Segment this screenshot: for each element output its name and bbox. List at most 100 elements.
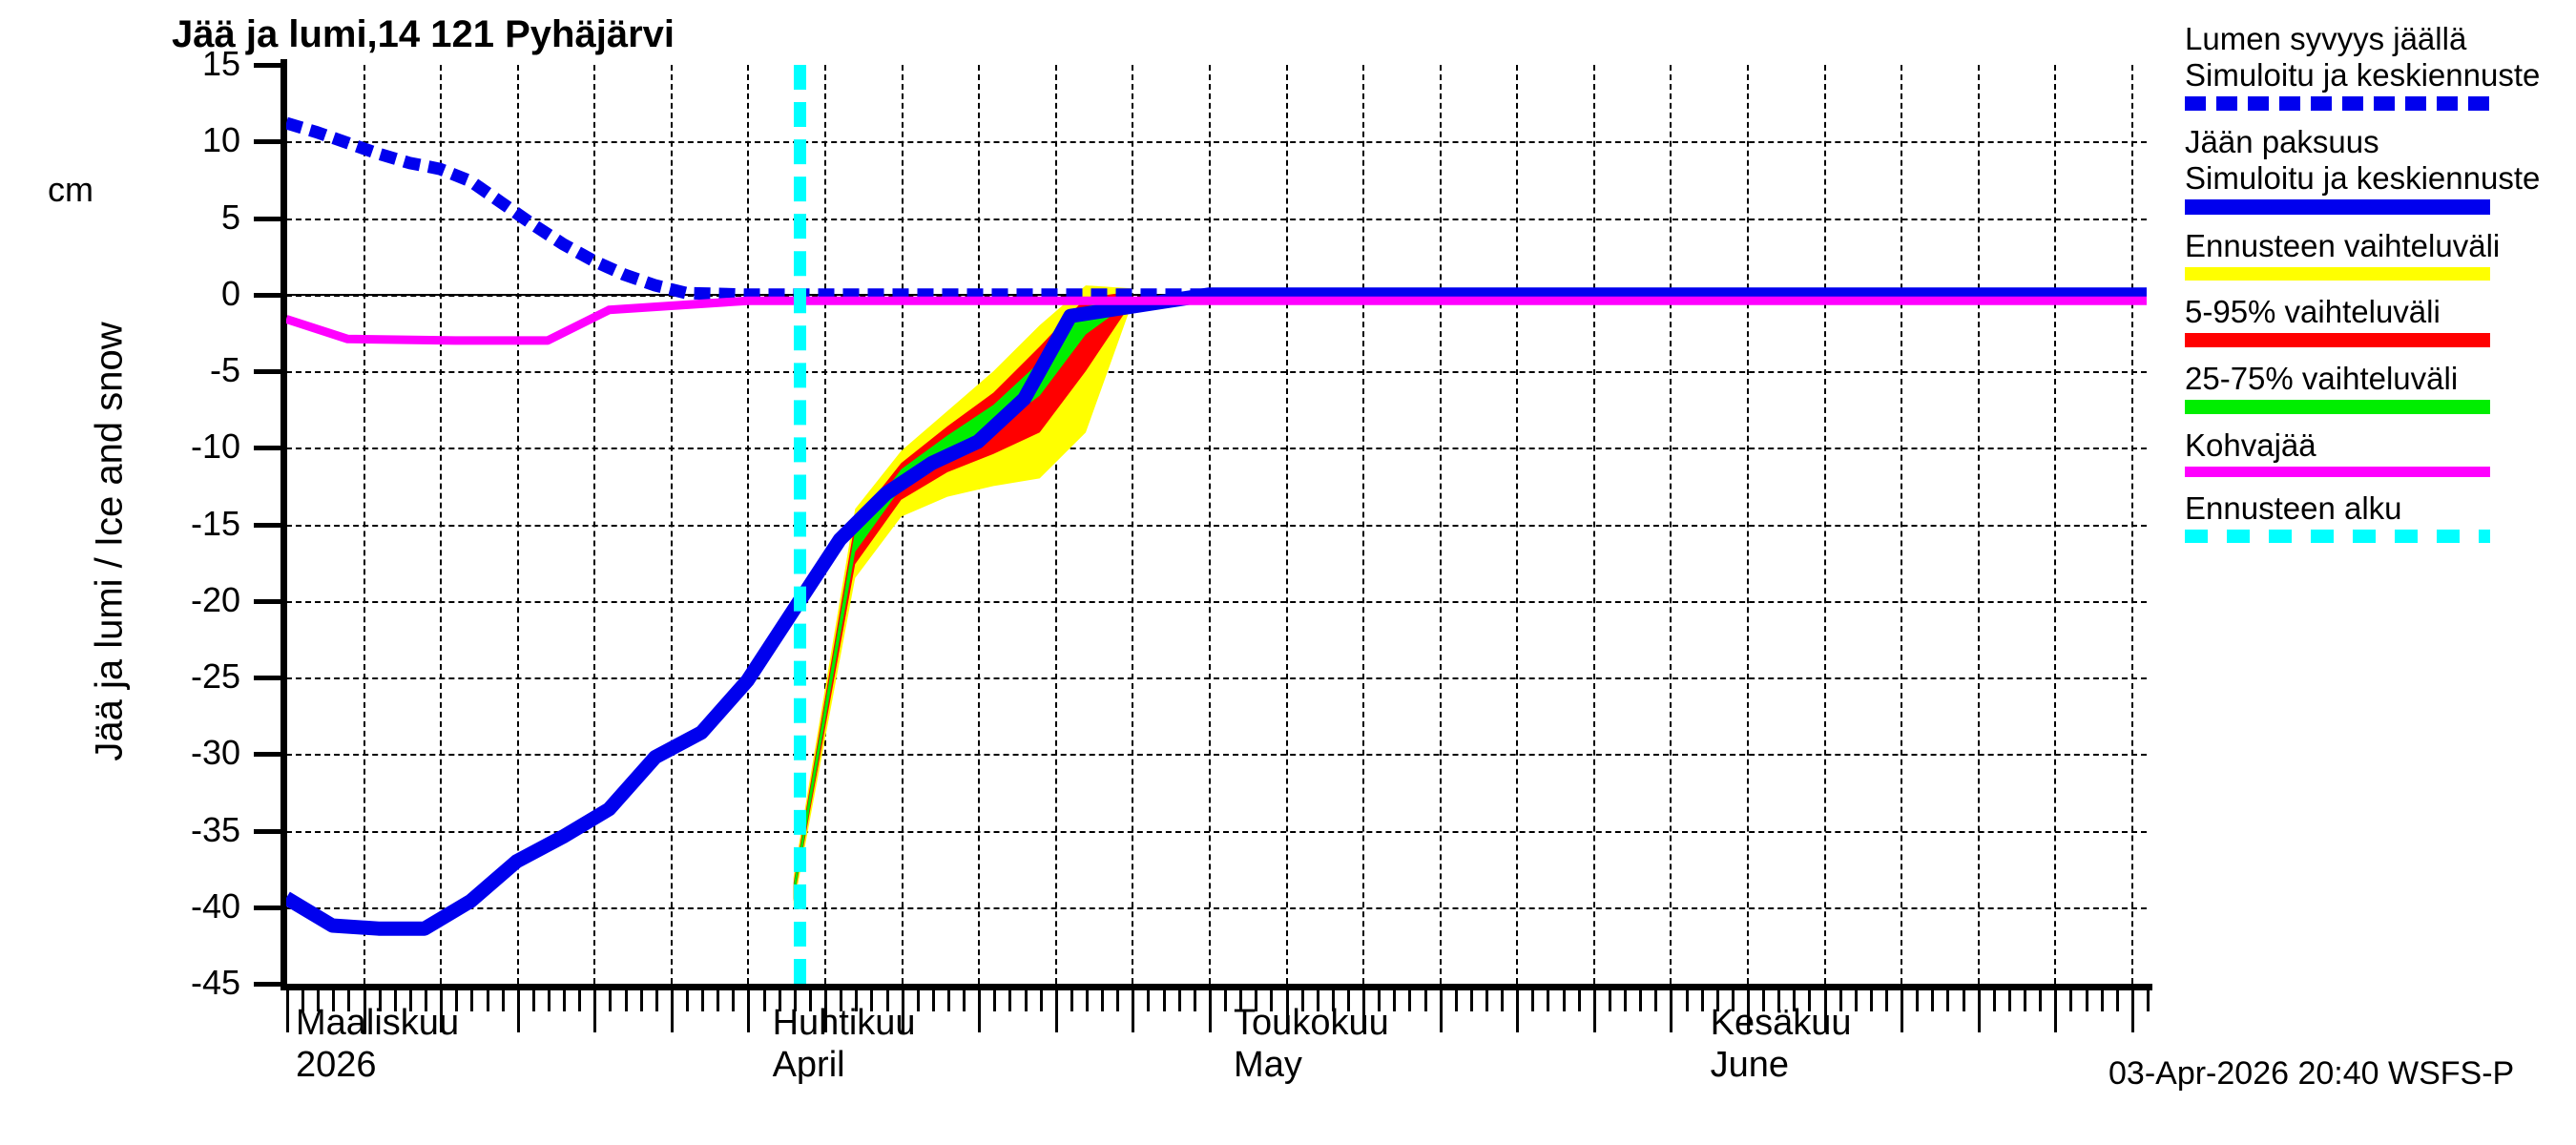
gridline-vertical	[670, 65, 673, 984]
x-axis-minor-tick	[840, 990, 843, 1011]
legend-entry[interactable]: Jään paksuus Simuloitu ja keskiennuste	[2185, 124, 2566, 215]
y-axis-tick	[254, 139, 286, 145]
x-axis-minor-tick	[1916, 990, 1920, 1011]
x-axis-major-tick	[1901, 990, 1904, 1032]
uncertainty-band	[793, 291, 1132, 902]
x-axis-minor-tick	[470, 990, 474, 1011]
x-axis-minor-tick	[332, 990, 336, 1011]
x-axis-minor-tick	[455, 990, 459, 1011]
x-axis-major-tick	[1208, 990, 1212, 1032]
y-axis-tick-label: 5	[220, 197, 240, 237]
x-axis-month-label: Toukokuu May	[1234, 1002, 1389, 1086]
legend-entry[interactable]: Lumen syvyys jäällä Simuloitu ja keskienn…	[2185, 21, 2566, 111]
x-axis-minor-tick	[1378, 990, 1381, 1011]
x-axis-minor-tick	[1116, 990, 1120, 1011]
legend-swatch	[2185, 467, 2490, 477]
x-axis-minor-tick	[993, 990, 997, 1011]
uncertainty-band	[793, 285, 1132, 907]
x-axis-minor-tick	[1070, 990, 1073, 1011]
x-axis-major-tick	[593, 990, 597, 1032]
y-axis-unit: cm	[48, 170, 93, 209]
gridline-vertical	[1362, 65, 1365, 984]
legend-entry[interactable]: Ennusteen alku	[2185, 490, 2566, 543]
y-axis-tick	[254, 522, 286, 528]
x-axis-major-tick	[286, 990, 289, 1032]
y-axis-tick	[254, 446, 286, 451]
x-axis-minor-tick	[1024, 990, 1028, 1011]
x-axis-minor-tick	[1839, 990, 1842, 1011]
x-axis-minor-tick	[1700, 990, 1704, 1011]
x-axis-minor-tick	[1039, 990, 1043, 1011]
x-axis-minor-tick	[1547, 990, 1550, 1011]
gridline-horizontal	[286, 524, 2147, 527]
gridline-vertical	[1054, 65, 1057, 984]
x-axis-minor-tick	[347, 990, 351, 1011]
x-axis-minor-tick	[1101, 990, 1105, 1011]
x-axis-minor-tick	[654, 990, 658, 1011]
gridline-horizontal	[286, 906, 2147, 909]
x-axis-minor-tick	[1931, 990, 1935, 1011]
x-axis-minor-tick	[1086, 990, 1090, 1011]
x-axis-minor-tick	[425, 990, 428, 1011]
y-axis-tick	[254, 828, 286, 834]
x-axis-minor-tick	[1962, 990, 1965, 1011]
legend-entry[interactable]: Ennusteen vaihteluväli	[2185, 228, 2566, 281]
x-axis-month-label: Huhtikuu April	[773, 1002, 916, 1086]
legend-label: 25-75% vaihteluväli	[2185, 361, 2459, 396]
x-axis-minor-tick	[916, 990, 920, 1011]
x-axis-minor-tick	[2085, 990, 2088, 1011]
y-axis-tick-label: 15	[201, 44, 240, 83]
gridline-vertical	[1516, 65, 1519, 984]
x-axis-minor-tick	[2024, 990, 2027, 1011]
y-axis-tick-label: -25	[190, 656, 240, 696]
y-axis-tick-label: -35	[190, 809, 240, 849]
x-axis-minor-tick	[1008, 990, 1012, 1011]
x-axis-minor-tick	[2100, 990, 2104, 1011]
x-axis-minor-tick	[1531, 990, 1535, 1011]
x-axis-major-tick	[1362, 990, 1366, 1032]
x-axis-minor-tick	[2007, 990, 2011, 1011]
legend-entry[interactable]: 25-75% vaihteluväli	[2185, 361, 2566, 414]
legend-sublabel: Simuloitu ja keskiennuste	[2185, 57, 2541, 93]
legend-entry[interactable]: 5-95% vaihteluväli	[2185, 294, 2566, 347]
x-axis-month-label: Kesäkuu June	[1711, 1002, 1852, 1086]
x-axis-minor-tick	[1808, 990, 1812, 1011]
gridline-vertical	[2130, 65, 2133, 984]
x-axis-minor-tick	[1270, 990, 1274, 1011]
x-axis-major-tick	[1285, 990, 1289, 1032]
gridline-vertical	[1823, 65, 1826, 984]
legend-label: Lumen syvyys jäällä	[2185, 21, 2467, 56]
y-axis-tick-label: -15	[190, 503, 240, 543]
gridline-vertical	[1439, 65, 1442, 984]
legend-entry[interactable]: Kohvajää	[2185, 427, 2566, 477]
forecast-start-line	[793, 65, 806, 984]
x-axis-month-label-fi: Toukokuu	[1234, 1003, 1389, 1043]
x-axis-major-tick	[1823, 990, 1827, 1032]
legend-swatch	[2185, 333, 2490, 347]
gridline-horizontal	[286, 218, 2147, 220]
x-axis-minor-tick	[1992, 990, 1996, 1011]
legend: Lumen syvyys jäällä Simuloitu ja keskienn…	[2185, 21, 2566, 556]
gridline-vertical	[1746, 65, 1749, 984]
x-axis-minor-tick	[1854, 990, 1858, 1011]
data-series-line	[286, 116, 2147, 302]
x-axis-minor-tick	[1869, 990, 1873, 1011]
gridline-vertical	[1132, 65, 1134, 984]
x-axis-minor-tick	[946, 990, 950, 1011]
x-axis-minor-tick	[1454, 990, 1458, 1011]
x-axis-major-tick	[1746, 990, 1750, 1032]
x-axis-minor-tick	[762, 990, 766, 1011]
gridline-horizontal	[286, 677, 2147, 679]
x-axis-minor-tick	[1715, 990, 1719, 1011]
gridline-vertical	[363, 65, 365, 984]
gridline-horizontal	[286, 371, 2147, 373]
gridline-horizontal	[286, 448, 2147, 450]
legend-label: Ennusteen alku	[2185, 490, 2402, 526]
x-axis-minor-tick	[547, 990, 551, 1011]
x-axis-minor-tick	[1485, 990, 1489, 1011]
x-axis-major-tick	[516, 990, 520, 1032]
gridline-vertical	[1208, 65, 1211, 984]
gridline-vertical	[1285, 65, 1288, 984]
x-axis-minor-tick	[1193, 990, 1196, 1011]
x-axis-month-label-en: 2026	[296, 1045, 377, 1085]
